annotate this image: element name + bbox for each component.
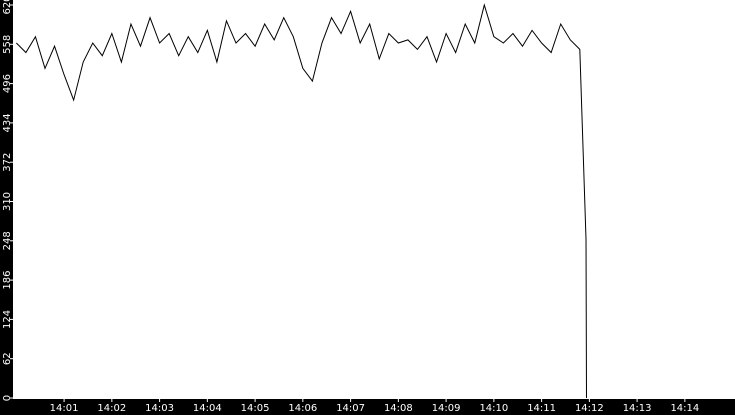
x-tick-label: 14:12 [575,403,604,414]
x-tick-label: 14:01 [50,403,79,414]
x-tick-label: 14:14 [670,403,699,414]
x-axis-band [0,399,735,415]
y-tick-label: 310 [2,192,13,211]
y-tick-label: 496 [2,74,13,93]
y-tick-label: 186 [2,271,13,290]
y-tick-label: 248 [2,231,13,250]
x-tick-label: 14:08 [384,403,413,414]
x-tick-label: 14:06 [288,403,317,414]
y-tick-label: 372 [2,153,13,172]
line [15,3,587,399]
y-axis-band [0,0,13,415]
y-tick-label: 62 [2,352,13,365]
y-tick-label: 434 [2,113,13,132]
x-tick-label: 14:04 [193,403,222,414]
x-tick-label: 14:11 [527,403,556,414]
x-tick-label: 14:07 [336,403,365,414]
y-tick-label: 620 [2,0,13,15]
y-tick-label: 558 [2,35,13,54]
y-tick-label: 0 [2,395,13,401]
x-tick-label: 14:03 [145,403,174,414]
x-tick-label: 14:10 [479,403,508,414]
x-tick-label: 14:09 [432,403,461,414]
y-tick-label: 124 [2,310,13,329]
x-tick-label: 14:05 [241,403,270,414]
x-tick-label: 14:13 [623,403,652,414]
x-tick-label: 14:02 [97,403,126,414]
